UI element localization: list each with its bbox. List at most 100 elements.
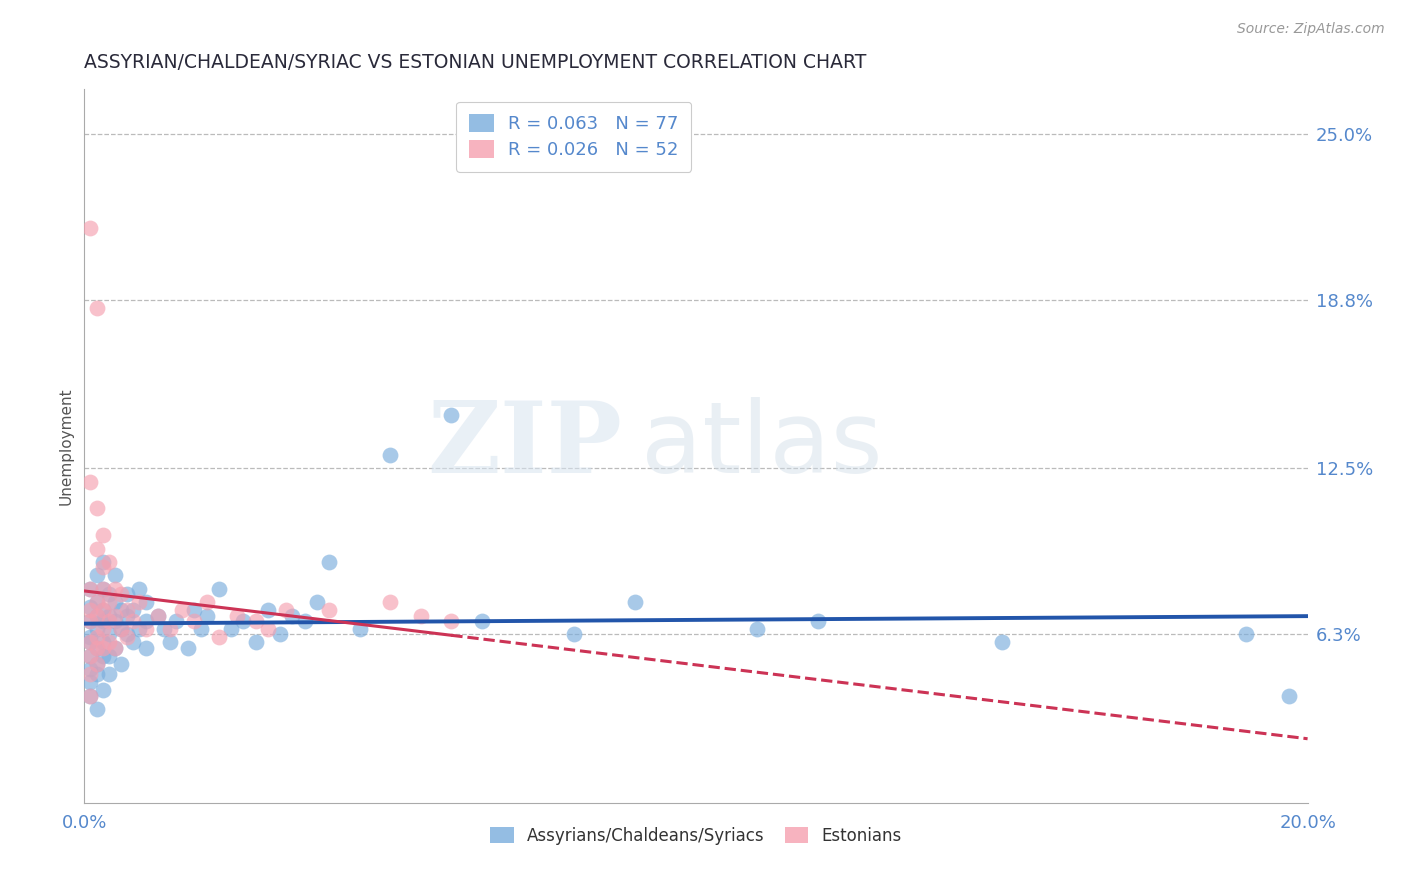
- Point: [91, 528, 114, 542]
- Text: ZIP: ZIP: [427, 398, 623, 494]
- Point: [91, 614, 114, 628]
- Point: [269, 627, 291, 641]
- Point: [86, 608, 108, 623]
- Point: [183, 603, 205, 617]
- Point: [86, 667, 108, 681]
- Point: [79, 600, 101, 615]
- Point: [97, 555, 120, 569]
- Point: [146, 608, 169, 623]
- Point: [86, 622, 108, 636]
- Point: [208, 582, 231, 596]
- Point: [79, 648, 101, 663]
- Point: [91, 582, 114, 596]
- Point: [79, 603, 101, 617]
- Point: [440, 614, 463, 628]
- Point: [110, 622, 132, 636]
- Point: [79, 475, 101, 489]
- Point: [79, 689, 101, 703]
- Point: [122, 614, 145, 628]
- Point: [97, 635, 120, 649]
- Point: [281, 608, 304, 623]
- Point: [165, 614, 187, 628]
- Point: [79, 614, 101, 628]
- Point: [86, 301, 108, 315]
- Point: [257, 603, 280, 617]
- Point: [86, 630, 108, 644]
- Point: [104, 595, 127, 609]
- Point: [91, 555, 114, 569]
- Point: [110, 657, 132, 671]
- Point: [471, 614, 494, 628]
- Point: [135, 614, 157, 628]
- Point: [128, 582, 150, 596]
- Point: [245, 614, 267, 628]
- Point: [562, 627, 585, 641]
- Point: [172, 603, 194, 617]
- Point: [79, 667, 101, 681]
- Point: [128, 595, 150, 609]
- Point: [91, 648, 114, 663]
- Point: [79, 662, 101, 676]
- Point: [79, 635, 101, 649]
- Point: [79, 582, 101, 596]
- Point: [135, 595, 157, 609]
- Point: [115, 627, 138, 641]
- Point: [122, 635, 145, 649]
- Point: [128, 622, 150, 636]
- Point: [79, 635, 101, 649]
- Point: [86, 541, 108, 556]
- Point: [86, 595, 108, 609]
- Point: [79, 582, 101, 596]
- Point: [97, 648, 120, 663]
- Point: [79, 614, 101, 628]
- Point: [146, 608, 169, 623]
- Point: [135, 622, 157, 636]
- Point: [104, 640, 127, 655]
- Point: [91, 683, 114, 698]
- Point: [276, 603, 298, 617]
- Point: [86, 640, 108, 655]
- Y-axis label: Unemployment: Unemployment: [58, 387, 73, 505]
- Point: [245, 635, 267, 649]
- Point: [807, 614, 830, 628]
- Point: [104, 614, 127, 628]
- Point: [257, 622, 280, 636]
- Point: [110, 603, 132, 617]
- Point: [349, 622, 371, 636]
- Point: [79, 220, 101, 235]
- Point: [86, 640, 108, 655]
- Point: [409, 608, 432, 623]
- Point: [86, 657, 108, 671]
- Point: [104, 608, 127, 623]
- Point: [97, 595, 120, 609]
- Point: [153, 622, 176, 636]
- Point: [159, 622, 181, 636]
- Point: [177, 640, 200, 655]
- Point: [115, 603, 138, 617]
- Point: [305, 595, 328, 609]
- Point: [79, 648, 101, 663]
- Point: [86, 501, 108, 516]
- Point: [110, 622, 132, 636]
- Point: [86, 657, 108, 671]
- Point: [86, 595, 108, 609]
- Point: [318, 603, 340, 617]
- Point: [747, 622, 769, 636]
- Point: [115, 608, 138, 623]
- Point: [97, 614, 120, 628]
- Point: [86, 608, 108, 623]
- Point: [91, 635, 114, 649]
- Text: ASSYRIAN/CHALDEAN/SYRIAC VS ESTONIAN UNEMPLOYMENT CORRELATION CHART: ASSYRIAN/CHALDEAN/SYRIAC VS ESTONIAN UNE…: [84, 54, 866, 72]
- Text: atlas: atlas: [641, 398, 883, 494]
- Point: [91, 582, 114, 596]
- Point: [159, 635, 181, 649]
- Point: [624, 595, 647, 609]
- Point: [232, 614, 254, 628]
- Point: [135, 640, 157, 655]
- Point: [190, 622, 212, 636]
- Point: [1278, 689, 1301, 703]
- Point: [79, 675, 101, 690]
- Legend: Assyrians/Chaldeans/Syriacs, Estonians: Assyrians/Chaldeans/Syriacs, Estonians: [484, 821, 908, 852]
- Point: [104, 640, 127, 655]
- Point: [104, 582, 127, 596]
